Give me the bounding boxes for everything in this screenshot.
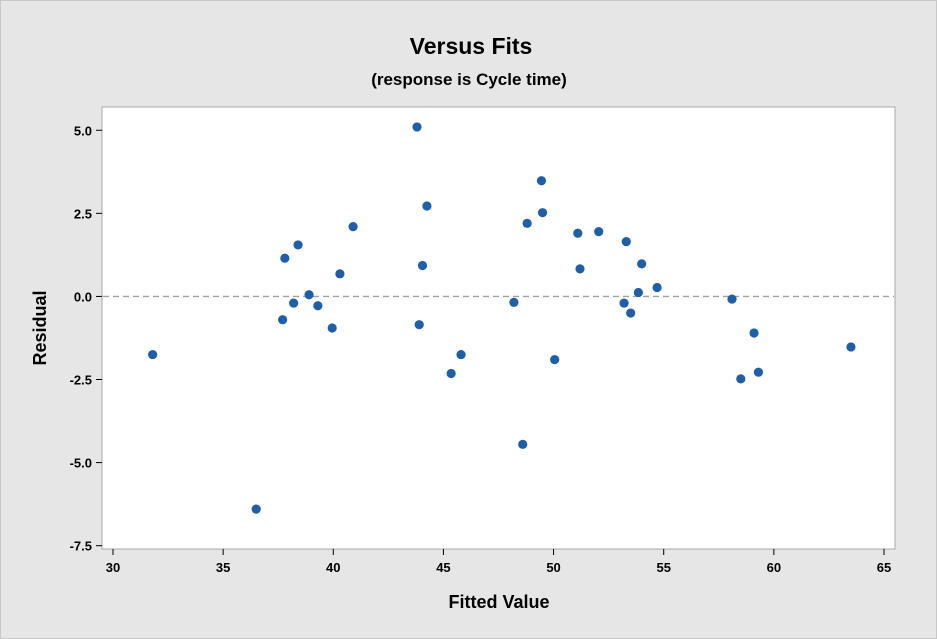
data-point bbox=[753, 367, 764, 377]
data-point bbox=[626, 308, 636, 318]
chart-title: Versus Fits bbox=[410, 33, 533, 59]
y-tick-label: -7.5 bbox=[70, 539, 92, 554]
y-tick-label: 2.5 bbox=[74, 206, 92, 221]
data-point bbox=[446, 368, 456, 379]
data-point bbox=[637, 259, 647, 269]
data-point bbox=[749, 328, 759, 338]
x-tick-label: 55 bbox=[656, 560, 670, 575]
data-point bbox=[846, 342, 856, 352]
x-tick-label: 60 bbox=[767, 560, 781, 575]
data-point bbox=[573, 228, 583, 238]
data-point bbox=[280, 253, 290, 263]
data-point bbox=[621, 236, 631, 247]
x-tick-label: 40 bbox=[326, 560, 340, 575]
x-tick-label: 65 bbox=[877, 560, 891, 575]
data-point bbox=[422, 201, 432, 211]
data-point bbox=[509, 297, 519, 308]
y-axis: 5.0 2.5 0.0 -2.5 -5.0 -7.5 bbox=[70, 123, 102, 554]
data-point bbox=[575, 264, 585, 274]
data-point bbox=[727, 294, 737, 304]
data-point bbox=[412, 122, 422, 132]
plot-area bbox=[101, 106, 896, 550]
x-tick-label: 45 bbox=[436, 560, 450, 575]
data-point bbox=[536, 176, 547, 186]
data-point bbox=[456, 349, 466, 360]
data-point bbox=[304, 290, 314, 300]
data-point bbox=[619, 298, 629, 308]
x-tick-label: 50 bbox=[546, 560, 560, 575]
data-point bbox=[278, 315, 288, 325]
x-tick-label: 30 bbox=[106, 560, 120, 575]
data-point bbox=[313, 301, 323, 311]
data-point bbox=[327, 323, 337, 333]
data-point bbox=[736, 374, 746, 384]
data-point bbox=[518, 439, 528, 449]
y-axis-label: Residual bbox=[30, 290, 50, 365]
x-tick-label: 35 bbox=[216, 560, 230, 575]
y-tick-label: 5.0 bbox=[74, 123, 92, 138]
x-axis: 30 35 40 45 50 55 60 65 bbox=[106, 549, 891, 575]
data-point bbox=[522, 218, 532, 228]
data-point bbox=[417, 260, 428, 271]
y-tick-label: -5.0 bbox=[70, 456, 92, 471]
chart-subtitle: (response is Cycle time) bbox=[371, 70, 567, 89]
data-point bbox=[414, 320, 424, 330]
data-point bbox=[348, 222, 358, 232]
data-points bbox=[148, 122, 856, 514]
data-point bbox=[594, 227, 604, 237]
data-point bbox=[550, 354, 560, 365]
data-point bbox=[251, 504, 261, 514]
data-point bbox=[537, 208, 548, 218]
data-point bbox=[335, 269, 345, 279]
y-tick-label: -2.5 bbox=[70, 373, 92, 388]
data-point bbox=[633, 287, 643, 298]
data-point bbox=[293, 240, 303, 250]
x-axis-label: Fitted Value bbox=[448, 592, 549, 612]
y-tick-label: 0.0 bbox=[74, 289, 92, 304]
data-point bbox=[652, 282, 662, 293]
data-point bbox=[148, 349, 158, 360]
data-point bbox=[289, 298, 299, 308]
